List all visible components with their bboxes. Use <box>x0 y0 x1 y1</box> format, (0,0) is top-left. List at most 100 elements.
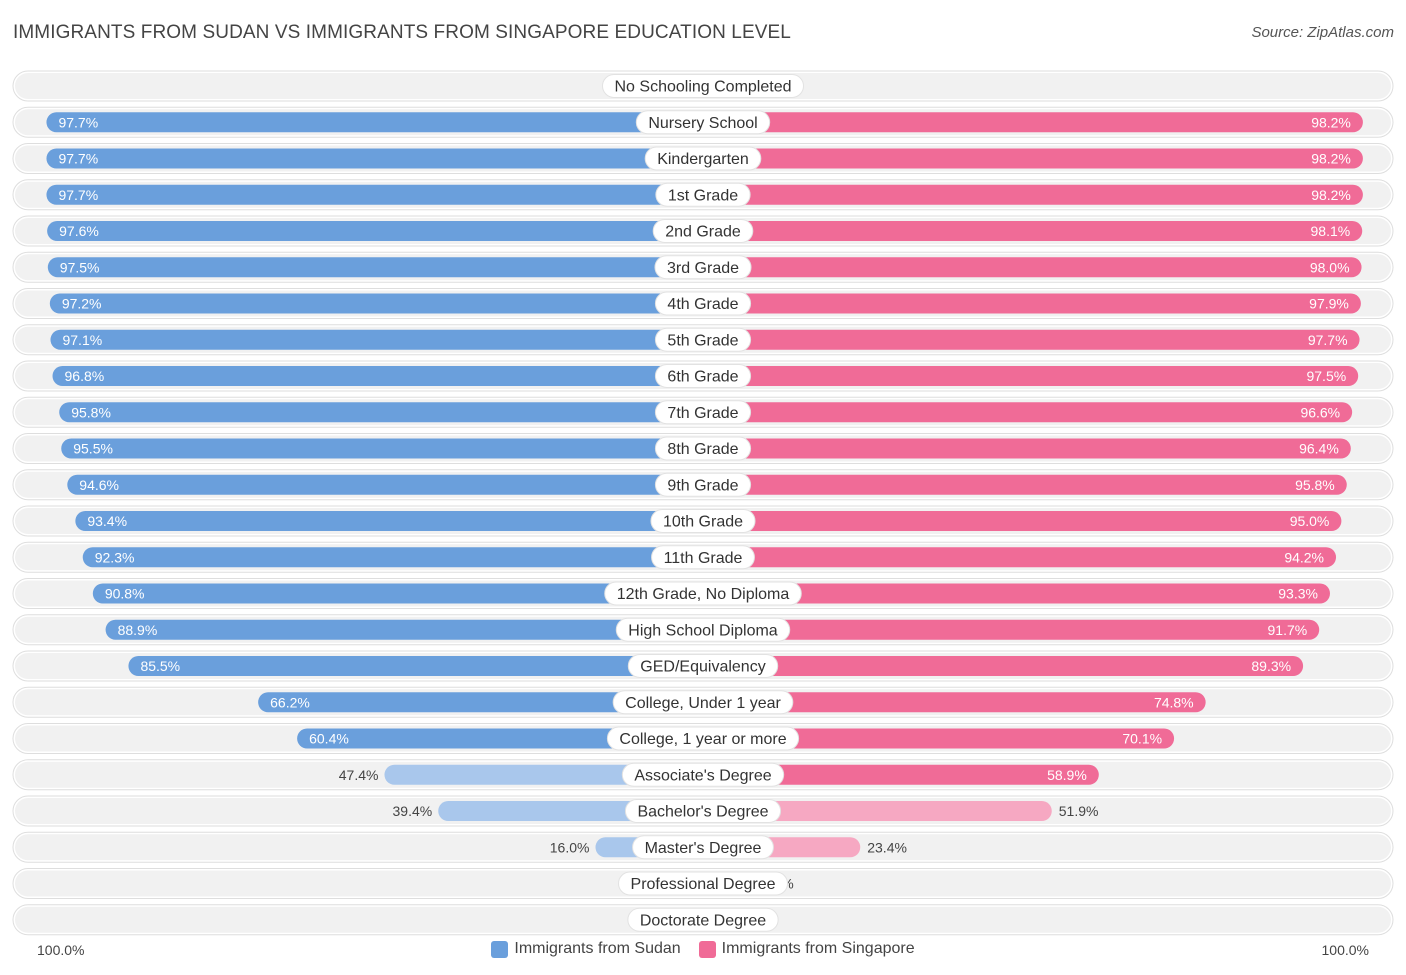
bar-singapore-10th-grade <box>703 511 1342 531</box>
bar-singapore-3rd-grade <box>703 257 1362 278</box>
bar-sudan-9th-grade <box>67 474 703 495</box>
bar-singapore-1st-grade <box>703 184 1363 205</box>
bar-sudan-6th-grade <box>52 366 703 386</box>
bar-singapore-4th-grade <box>703 293 1361 314</box>
legend-swatch-singapore <box>698 940 716 958</box>
bar-sudan-7th-grade <box>59 402 703 423</box>
category-pill-11th-grade <box>651 545 755 570</box>
category-label-3rd-grade: 3rd Grade <box>667 260 739 277</box>
value-label-singapore-7th-grade: 96.6% <box>1300 404 1340 420</box>
category-label-professional-degree: Professional Degree <box>631 876 776 893</box>
value-label-sudan-5th-grade: 97.1% <box>62 332 102 348</box>
value-label-singapore-6th-grade: 97.5% <box>1306 368 1346 384</box>
value-label-sudan-3rd-grade: 97.5% <box>60 259 100 275</box>
category-label-2nd-grade: 2nd Grade <box>665 224 741 241</box>
value-label-singapore-ged-equivalency: 89.3% <box>1251 658 1291 674</box>
bar-sudan-8th-grade <box>61 438 704 459</box>
category-pill-kindergarten <box>644 146 762 171</box>
category-label-bachelor-s-degree: Bachelor's Degree <box>637 804 768 821</box>
category-label-doctorate-degree: Doctorate Degree <box>640 912 766 929</box>
value-label-sudan-college-under-1-year: 66.2% <box>270 694 310 710</box>
value-label-sudan-college-1-year-or-more: 60.4% <box>309 731 349 747</box>
value-label-singapore-college-under-1-year: 74.8% <box>1154 694 1194 710</box>
value-label-sudan-kindergarten: 97.7% <box>58 151 98 167</box>
category-label-high-school-diploma: High School Diploma <box>628 622 778 639</box>
bar-sudan-12th-grade-no-diploma <box>92 583 704 604</box>
value-label-sudan-4th-grade: 97.2% <box>62 296 102 312</box>
bar-singapore-college-1-year-or-more <box>703 728 1175 749</box>
legend-item-sudan: Immigrants from Sudan <box>491 940 681 958</box>
category-pill-10th-grade <box>650 509 756 533</box>
category-label-ged-equivalency: GED/Equivalency <box>640 659 765 676</box>
value-label-sudan-8th-grade: 95.5% <box>73 441 113 457</box>
category-label-11th-grade: 11th Grade <box>664 550 743 567</box>
bar-sudan-ged-equivalency <box>128 656 703 676</box>
bar-singapore-2nd-grade <box>703 221 1363 241</box>
category-pill-professional-degree <box>618 871 788 896</box>
bar-sudan-1st-grade <box>46 184 704 205</box>
category-pill-no-schooling-completed <box>602 74 804 98</box>
bar-singapore-high-school-diploma <box>703 619 1320 640</box>
bar-singapore-associate-s-degree <box>703 764 1099 785</box>
category-pill-master-s-degree <box>632 835 774 860</box>
category-label-associate-s-degree: Associate's Degree <box>634 767 771 784</box>
value-label-sudan-high-school-diploma: 88.9% <box>118 622 158 638</box>
value-label-singapore-9th-grade: 95.8% <box>1295 477 1335 493</box>
bar-sudan-2nd-grade <box>47 221 704 241</box>
category-label-5th-grade: 5th Grade <box>667 332 738 349</box>
value-label-singapore-college-1-year-or-more: 70.1% <box>1122 731 1162 747</box>
value-label-singapore-kindergarten: 98.2% <box>1311 151 1351 167</box>
value-label-singapore-11th-grade: 94.2% <box>1284 549 1324 565</box>
bar-sudan-nursery-school <box>46 112 704 133</box>
bar-sudan-3rd-grade <box>47 257 704 278</box>
category-pill-12th-grade-no-diploma <box>604 581 802 606</box>
category-pill-associate-s-degree <box>621 762 785 787</box>
source-credit: Source: ZipAtlas.com <box>1251 24 1394 41</box>
value-label-singapore-3rd-grade: 98.0% <box>1310 259 1350 275</box>
value-label-singapore-4th-grade: 97.9% <box>1309 296 1349 312</box>
legend-swatch-sudan <box>491 940 509 958</box>
value-label-singapore-8th-grade: 96.4% <box>1299 441 1339 457</box>
bar-singapore-6th-grade <box>703 366 1359 386</box>
category-label-10th-grade: 10th Grade <box>663 514 743 531</box>
value-label-sudan-7th-grade: 95.8% <box>71 404 111 420</box>
legend-label-sudan: Immigrants from Sudan <box>514 940 681 957</box>
category-pill-nursery-school <box>635 110 771 135</box>
value-label-sudan-12th-grade-no-diploma: 90.8% <box>105 586 145 602</box>
legend-item-singapore: Immigrants from Singapore <box>698 940 915 958</box>
category-label-12th-grade-no-diploma: 12th Grade, No Diploma <box>617 586 790 603</box>
bar-sudan-college-under-1-year <box>258 692 703 713</box>
value-label-sudan-6th-grade: 96.8% <box>65 368 105 384</box>
category-label-nursery-school: Nursery School <box>648 115 757 132</box>
category-pill-2nd-grade <box>652 219 754 243</box>
bar-singapore-5th-grade <box>703 329 1360 350</box>
category-label-no-schooling-completed: No Schooling Completed <box>615 79 792 96</box>
bar-sudan-high-school-diploma <box>105 619 704 640</box>
bar-sudan-kindergarten <box>46 148 704 169</box>
category-label-master-s-degree: Master's Degree <box>645 840 762 857</box>
category-label-kindergarten: Kindergarten <box>657 151 749 168</box>
category-pill-college-under-1-year <box>612 690 794 715</box>
bar-singapore-9th-grade <box>703 474 1347 495</box>
category-label-7th-grade: 7th Grade <box>667 405 738 422</box>
value-label-singapore-bachelor-s-degree: 51.9% <box>1059 803 1099 819</box>
category-pill-7th-grade <box>654 400 752 425</box>
value-label-singapore-10th-grade: 95.0% <box>1290 513 1330 529</box>
value-label-singapore-master-s-degree: 23.4% <box>867 839 907 855</box>
bar-singapore-ged-equivalency <box>703 656 1304 676</box>
value-label-sudan-10th-grade: 93.4% <box>87 513 127 529</box>
chart-title: IMMIGRANTS FROM SUDAN VS IMMIGRANTS FROM… <box>13 22 791 43</box>
legend: Immigrants from Sudan Immigrants from Si… <box>0 940 1406 958</box>
value-label-singapore-nursery-school: 98.2% <box>1311 114 1351 130</box>
category-pill-high-school-diploma <box>615 617 791 642</box>
bar-sudan-10th-grade <box>75 511 704 531</box>
value-label-singapore-high-school-diploma: 91.7% <box>1268 622 1308 638</box>
value-label-singapore-5th-grade: 97.7% <box>1308 332 1348 348</box>
value-label-sudan-master-s-degree: 16.0% <box>550 839 590 855</box>
value-label-sudan-nursery-school: 97.7% <box>58 114 98 130</box>
value-label-sudan-associate-s-degree: 47.4% <box>339 767 379 783</box>
value-label-sudan-bachelor-s-degree: 39.4% <box>393 803 433 819</box>
bar-singapore-nursery-school <box>703 112 1363 133</box>
category-label-college-under-1-year: College, Under 1 year <box>625 695 781 712</box>
bar-singapore-12th-grade-no-diploma <box>703 583 1330 604</box>
